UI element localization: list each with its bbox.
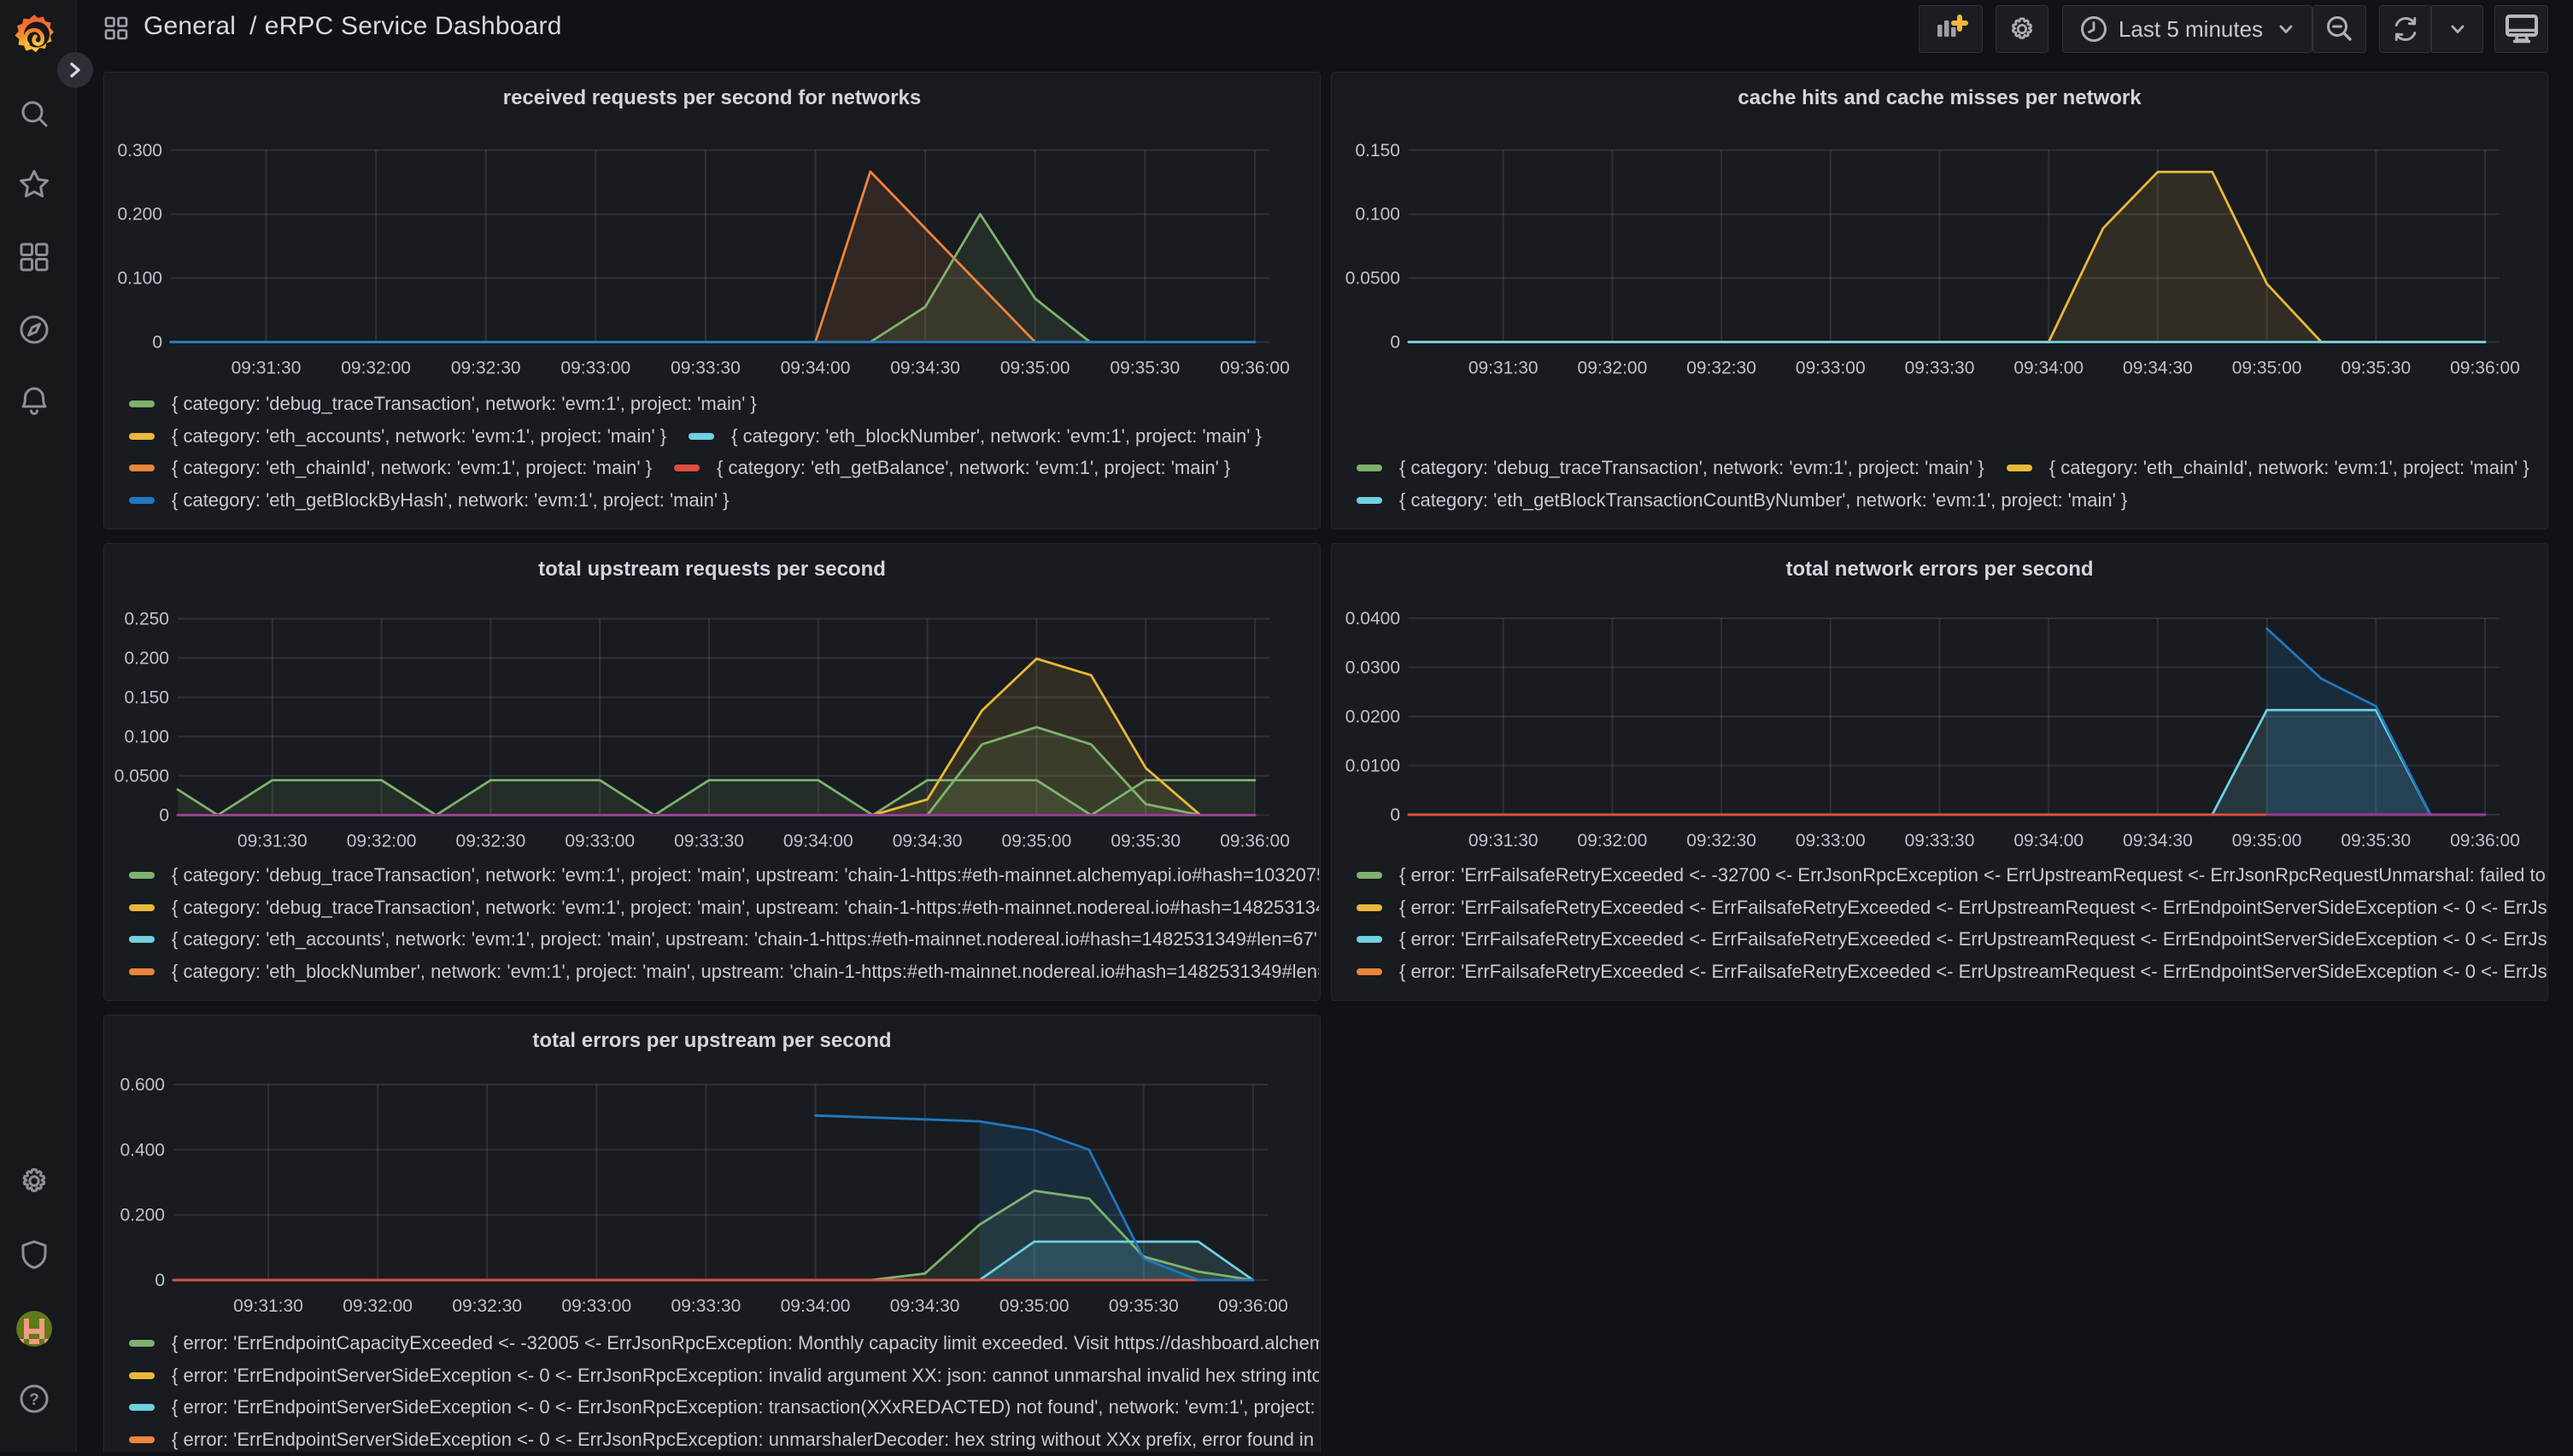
svg-text:0: 0	[1390, 805, 1400, 825]
svg-text:0.250: 0.250	[124, 610, 169, 629]
svg-text:09:33:30: 09:33:30	[671, 1296, 741, 1316]
svg-text:09:34:30: 09:34:30	[890, 1296, 960, 1316]
svg-text:0.300: 0.300	[117, 141, 162, 161]
svg-text:0.100: 0.100	[1355, 205, 1400, 225]
svg-text:09:33:30: 09:33:30	[1905, 831, 1975, 851]
svg-text:09:36:00: 09:36:00	[2450, 831, 2520, 851]
svg-text:received requests per second f: received requests per second for network…	[503, 86, 922, 109]
svg-text:09:35:30: 09:35:30	[2341, 359, 2411, 378]
svg-text:09:32:30: 09:32:30	[1686, 359, 1756, 378]
svg-text:0.200: 0.200	[124, 649, 169, 669]
svg-text:09:32:00: 09:32:00	[343, 1296, 413, 1316]
svg-text:0.400: 0.400	[120, 1140, 165, 1160]
svg-text:09:35:00: 09:35:00	[1002, 832, 1072, 851]
svg-text:09:36:00: 09:36:00	[1220, 359, 1290, 378]
svg-text:0.0400: 0.0400	[1345, 609, 1400, 629]
svg-text:0.150: 0.150	[1355, 141, 1400, 161]
svg-text:0.200: 0.200	[117, 205, 162, 225]
svg-text:0.200: 0.200	[120, 1206, 165, 1225]
svg-text:09:31:30: 09:31:30	[1468, 831, 1539, 851]
svg-text:09:32:00: 09:32:00	[1578, 359, 1648, 378]
svg-text:09:34:30: 09:34:30	[893, 832, 963, 851]
svg-text:0.0200: 0.0200	[1345, 707, 1400, 727]
svg-text:09:36:00: 09:36:00	[2450, 359, 2520, 378]
svg-text:0.0100: 0.0100	[1345, 757, 1400, 776]
svg-text:0.600: 0.600	[120, 1075, 165, 1095]
svg-text:09:32:30: 09:32:30	[452, 1296, 522, 1316]
svg-text:0.0500: 0.0500	[114, 767, 169, 786]
svg-text:09:36:00: 09:36:00	[1218, 1296, 1288, 1316]
svg-text:total network errors per secon: total network errors per second	[1785, 558, 2093, 581]
svg-text:09:31:30: 09:31:30	[237, 832, 308, 851]
svg-text:09:35:00: 09:35:00	[2232, 359, 2302, 378]
svg-text:0.0500: 0.0500	[1345, 269, 1400, 289]
svg-text:0: 0	[152, 333, 162, 353]
svg-text:09:32:30: 09:32:30	[1686, 831, 1756, 851]
svg-text:09:34:30: 09:34:30	[2123, 359, 2193, 378]
svg-text:09:34:00: 09:34:00	[781, 359, 851, 378]
svg-text:09:34:00: 09:34:00	[2013, 359, 2084, 378]
svg-text:09:35:30: 09:35:30	[1111, 832, 1181, 851]
svg-text:09:35:00: 09:35:00	[999, 1296, 1070, 1316]
svg-text:09:33:00: 09:33:00	[1796, 359, 1866, 378]
svg-text:09:33:00: 09:33:00	[561, 1296, 631, 1316]
svg-text:09:34:00: 09:34:00	[781, 1296, 851, 1316]
svg-text:09:34:00: 09:34:00	[783, 832, 853, 851]
svg-text:09:34:30: 09:34:30	[890, 359, 960, 378]
svg-text:09:35:30: 09:35:30	[2341, 831, 2411, 851]
svg-text:09:31:30: 09:31:30	[1468, 359, 1539, 378]
svg-text:09:35:30: 09:35:30	[1109, 1296, 1179, 1316]
svg-text:0.100: 0.100	[124, 728, 169, 747]
svg-text:09:34:00: 09:34:00	[2013, 831, 2084, 851]
svg-text:09:32:30: 09:32:30	[451, 359, 521, 378]
svg-text:09:33:30: 09:33:30	[1905, 359, 1975, 378]
svg-text:09:32:00: 09:32:00	[341, 359, 411, 378]
svg-text:total errors per upstream per: total errors per upstream per second	[532, 1029, 891, 1052]
svg-text:09:33:30: 09:33:30	[671, 359, 741, 378]
svg-text:09:33:00: 09:33:00	[565, 832, 635, 851]
svg-text:cache hits and cache misses pe: cache hits and cache misses per network	[1738, 86, 2142, 109]
svg-text:09:35:00: 09:35:00	[2232, 831, 2302, 851]
svg-text:09:32:30: 09:32:30	[456, 832, 526, 851]
svg-text:09:33:30: 09:33:30	[674, 832, 744, 851]
svg-text:0: 0	[1390, 333, 1400, 353]
svg-text:0.100: 0.100	[117, 269, 162, 289]
svg-text:09:34:30: 09:34:30	[2123, 831, 2193, 851]
svg-text:09:32:00: 09:32:00	[347, 832, 417, 851]
svg-text:09:33:00: 09:33:00	[560, 359, 630, 378]
svg-text:09:31:30: 09:31:30	[232, 359, 302, 378]
svg-text:09:31:30: 09:31:30	[233, 1296, 303, 1316]
svg-text:0: 0	[155, 1271, 165, 1290]
svg-text:09:32:00: 09:32:00	[1578, 831, 1648, 851]
svg-text:0: 0	[159, 806, 169, 826]
svg-text:09:36:00: 09:36:00	[1220, 832, 1290, 851]
svg-text:09:35:00: 09:35:00	[1000, 359, 1070, 378]
svg-text:?: ?	[29, 1391, 39, 1409]
svg-text:0.0300: 0.0300	[1345, 658, 1400, 678]
svg-text:0.150: 0.150	[124, 688, 169, 708]
svg-text:09:35:30: 09:35:30	[1110, 359, 1180, 378]
svg-text:09:33:00: 09:33:00	[1796, 831, 1866, 851]
svg-text:total upstream requests per se: total upstream requests per second	[538, 558, 886, 581]
